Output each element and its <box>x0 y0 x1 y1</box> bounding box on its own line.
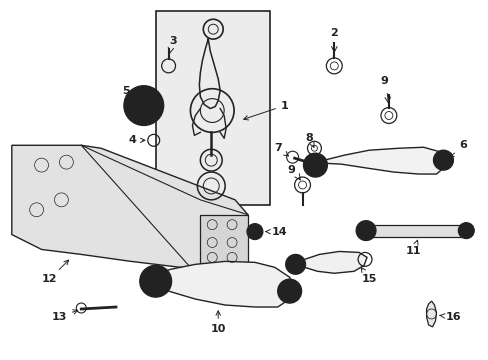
Text: 13: 13 <box>52 310 78 322</box>
Bar <box>155 11 269 205</box>
Text: 11: 11 <box>405 240 421 256</box>
Text: 9: 9 <box>287 165 295 175</box>
Text: 5: 5 <box>122 86 129 96</box>
Text: 8: 8 <box>305 133 313 147</box>
Circle shape <box>285 255 305 274</box>
Text: 1: 1 <box>243 100 288 120</box>
Circle shape <box>140 265 171 297</box>
Circle shape <box>277 279 301 303</box>
Polygon shape <box>292 251 366 273</box>
Circle shape <box>457 223 473 239</box>
Text: 6: 6 <box>448 140 466 158</box>
Text: 15: 15 <box>361 267 376 284</box>
Text: 4: 4 <box>129 135 144 145</box>
Polygon shape <box>311 147 446 174</box>
Bar <box>364 225 468 237</box>
Text: 2: 2 <box>330 28 338 38</box>
Polygon shape <box>200 215 247 267</box>
Polygon shape <box>12 145 247 267</box>
Polygon shape <box>426 301 436 327</box>
Polygon shape <box>150 261 294 307</box>
Text: 7: 7 <box>273 143 288 156</box>
Text: 3: 3 <box>169 36 177 46</box>
Circle shape <box>303 153 326 177</box>
Circle shape <box>355 221 375 240</box>
Circle shape <box>123 86 163 125</box>
Text: 12: 12 <box>41 260 68 284</box>
Text: 14: 14 <box>265 226 287 237</box>
Circle shape <box>433 150 452 170</box>
Circle shape <box>246 224 263 239</box>
Text: 9: 9 <box>379 76 387 86</box>
Text: 10: 10 <box>210 311 225 334</box>
Text: 16: 16 <box>439 312 460 322</box>
